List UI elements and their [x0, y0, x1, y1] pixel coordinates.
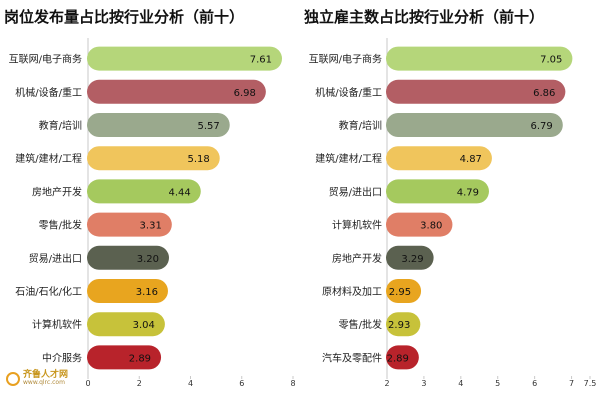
watermark-url: www.qlrc.com	[23, 379, 65, 386]
watermark-logo-icon	[6, 371, 20, 386]
bar	[386, 312, 421, 337]
category-label: 机械/设备/重工	[15, 86, 82, 99]
value-label: 3.04	[133, 320, 155, 331]
bar	[386, 279, 422, 303]
bar	[386, 79, 566, 104]
bar	[87, 46, 283, 71]
category-label: 原材料及加工	[322, 285, 382, 298]
category-label: 教育/培训	[339, 119, 382, 132]
chart-title: 独立雇主数占比按行业分析（前十）	[304, 8, 544, 26]
category-label: 互联网/电子商务	[9, 53, 82, 66]
x-tick-label: 4	[458, 379, 463, 388]
value-label: 2.95	[389, 287, 411, 298]
bar	[87, 146, 220, 171]
category-label: 汽车及零配件	[322, 351, 382, 364]
x-tick-label: 0	[85, 379, 90, 388]
category-label: 贸易/进出口	[29, 252, 82, 265]
value-label: 3.16	[136, 287, 158, 298]
bar	[87, 79, 266, 104]
bar	[87, 179, 201, 204]
watermark-text: 齐鲁人才网	[23, 370, 69, 380]
chart-2: 独立雇主数占比按行业分析（前十） 互联网/电子商务 7.05 机械/设备/重工 6.86…	[304, 8, 596, 388]
x-tick-label: 5	[495, 379, 500, 388]
category-label: 零售/批发	[39, 219, 82, 232]
x-tick-label: 7	[569, 379, 574, 388]
value-label: 3.31	[140, 221, 162, 232]
value-label: 7.61	[250, 55, 272, 66]
x-tick-label: 4	[188, 379, 193, 388]
x-tick-label: 7.5	[584, 379, 597, 388]
watermark: 齐鲁人才网 www.qlrc.com	[6, 371, 68, 386]
value-label: 6.86	[533, 88, 555, 99]
chart-title: 岗位发布量占比按行业分析（前十）	[4, 8, 244, 26]
category-label: 机械/设备/重工	[315, 86, 382, 99]
bar	[87, 312, 165, 337]
category-label: 房地产开发	[32, 185, 82, 198]
bar	[87, 279, 168, 303]
value-label: 3.20	[137, 254, 159, 265]
value-label: 2.89	[387, 353, 409, 364]
value-label: 6.98	[234, 88, 256, 99]
bar	[386, 212, 453, 237]
x-tick-label: 6	[239, 379, 244, 388]
value-label: 3.80	[420, 221, 442, 232]
x-tick-label: 2	[384, 379, 389, 388]
bar	[386, 46, 573, 71]
category-label: 计算机软件	[32, 318, 82, 331]
category-label: 建筑/建材/工程	[315, 152, 382, 165]
category-label: 零售/批发	[339, 318, 382, 331]
bar	[87, 245, 169, 270]
value-label: 7.05	[540, 55, 562, 66]
x-tick-label: 6	[532, 379, 537, 388]
bar	[386, 179, 489, 204]
bar	[87, 113, 230, 137]
value-label: 4.87	[460, 154, 482, 165]
value-label: 3.29	[401, 254, 423, 265]
bar	[87, 212, 172, 237]
x-tick-label: 2	[137, 379, 142, 388]
value-label: 2.93	[388, 320, 410, 331]
bar	[386, 146, 492, 171]
category-label: 中介服务	[42, 351, 82, 364]
category-label: 教育/培训	[39, 119, 82, 132]
value-label: 5.18	[187, 154, 209, 165]
category-label: 贸易/进出口	[329, 185, 382, 198]
category-label: 计算机软件	[332, 219, 382, 232]
value-label: 2.89	[129, 353, 151, 364]
category-label: 建筑/建材/工程	[15, 152, 82, 165]
value-label: 6.79	[531, 121, 553, 132]
value-label: 5.57	[197, 121, 219, 132]
bar	[386, 345, 419, 370]
category-label: 互联网/电子商务	[309, 53, 382, 66]
value-label: 4.44	[169, 187, 191, 198]
value-label: 4.79	[457, 187, 479, 198]
bar	[386, 113, 563, 137]
chart-1: 岗位发布量占比按行业分析（前十） 互联网/电子商务 7.61 机械/设备/重工 6.98…	[4, 8, 296, 388]
x-tick-label: 3	[421, 379, 426, 388]
category-label: 房地产开发	[332, 252, 382, 265]
x-tick-label: 8	[290, 379, 295, 388]
category-label: 石油/石化/化工	[15, 285, 82, 298]
bar	[386, 245, 434, 270]
bar	[87, 345, 162, 370]
